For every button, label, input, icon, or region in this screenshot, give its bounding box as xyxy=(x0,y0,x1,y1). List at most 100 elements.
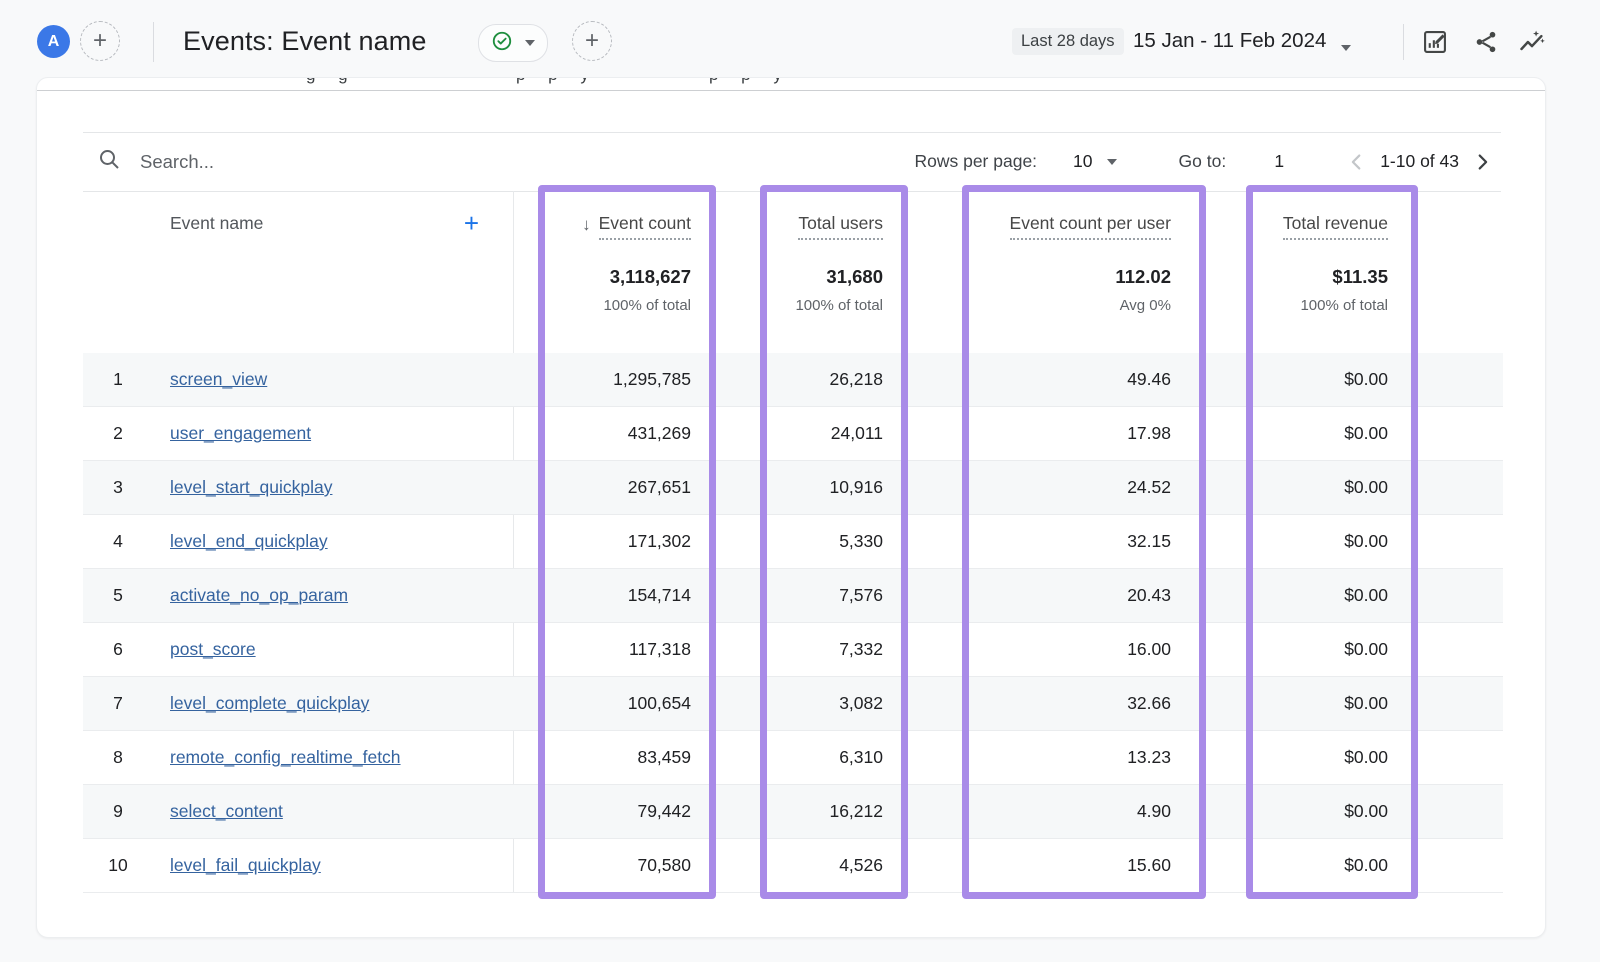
table-row: 7 level_complete_quickplay 100,654 3,082… xyxy=(83,677,1503,731)
header-divider xyxy=(1403,24,1404,60)
avatar[interactable]: A xyxy=(37,25,70,58)
app-header: A + Events: Event name + Last 28 days 15… xyxy=(0,0,1600,77)
next-page-button[interactable] xyxy=(1469,149,1495,175)
total-revenue-sub: 100% of total xyxy=(1300,296,1388,314)
event-name-link[interactable]: level_start_quickplay xyxy=(170,477,333,497)
row-number: 2 xyxy=(113,423,123,443)
count-per-user-total: 112.02 xyxy=(1115,265,1171,287)
table-row: 8 remote_config_realtime_fetch 83,459 6,… xyxy=(83,731,1503,785)
add-comparison-button[interactable]: + xyxy=(80,21,120,61)
chart-edit-icon xyxy=(1421,28,1449,56)
column-header-total-revenue[interactable]: Total revenue $11.35 100% of total xyxy=(1282,213,1388,314)
table-row: 10 level_fail_quickplay 70,580 4,526 15.… xyxy=(83,839,1503,893)
total-users-total: 31,680 xyxy=(826,265,883,287)
page-title: Events: Event name xyxy=(183,25,427,56)
column-header-event-count[interactable]: ↓ Event count 3,118,627 100% of total xyxy=(582,213,691,314)
table-search xyxy=(83,132,442,191)
share-button[interactable] xyxy=(1470,26,1502,58)
total-users-cell: 16,212 xyxy=(829,801,883,821)
revenue-cell: $0.00 xyxy=(1344,585,1388,605)
event-count-cell: 83,459 xyxy=(637,747,691,767)
event-count-cell: 79,442 xyxy=(637,801,691,821)
row-number-header xyxy=(83,191,153,328)
check-circle-icon xyxy=(491,30,513,57)
pagination-controls: Rows per page: 10 Go to: 1 1-10 of 43 xyxy=(914,132,1495,191)
date-range-text: 15 Jan - 11 Feb 2024 xyxy=(1133,29,1327,52)
report-status-dropdown[interactable] xyxy=(478,24,548,62)
total-users-sub: 100% of total xyxy=(795,296,883,314)
event-count-cell: 117,318 xyxy=(629,639,691,659)
table-body: 1 screen_view 1,295,785 26,218 49.46 $0.… xyxy=(83,353,1503,893)
filler-header xyxy=(83,328,153,354)
total-users-cell: 3,082 xyxy=(839,693,883,713)
insights-sparkline-icon xyxy=(1518,28,1546,56)
event-name-link[interactable]: activate_no_op_param xyxy=(170,585,349,605)
event-count-cell: 171,302 xyxy=(627,531,691,551)
total-users-cell: 24,011 xyxy=(830,423,883,443)
revenue-cell: $0.00 xyxy=(1344,639,1388,659)
revenue-cell: $0.00 xyxy=(1344,531,1388,551)
total-users-cell: 10,916 xyxy=(829,477,883,497)
insights-button[interactable] xyxy=(1516,26,1548,58)
goto-page-input[interactable]: 1 xyxy=(1274,151,1285,171)
column-header-count-per-user[interactable]: Event count per user 112.02 Avg 0% xyxy=(1009,213,1171,314)
search-icon xyxy=(97,147,121,176)
spacer-header xyxy=(1414,191,1503,328)
total-users-cell: 7,576 xyxy=(839,585,883,605)
total-users-cell: 5,330 xyxy=(839,531,883,551)
table-header-row: Event name + ↓ Event count 3,118,627 100… xyxy=(83,191,1503,353)
event-name-link[interactable]: select_content xyxy=(170,801,283,821)
event-name-link[interactable]: level_fail_quickplay xyxy=(170,855,321,875)
count-per-user-cell: 49.46 xyxy=(1127,369,1171,389)
row-number: 3 xyxy=(113,477,123,497)
count-per-user-cell: 24.52 xyxy=(1127,477,1171,497)
previous-page-button[interactable] xyxy=(1344,149,1370,175)
row-number: 5 xyxy=(113,585,123,605)
clipped-text-row: g gp p yp p y xyxy=(37,78,1545,89)
table-row: 2 user_engagement 431,269 24,011 17.98 $… xyxy=(83,407,1503,461)
table-row: 9 select_content 79,442 16,212 4.90 $0.0… xyxy=(83,785,1503,839)
row-number: 8 xyxy=(113,747,123,767)
total-users-cell: 4,526 xyxy=(839,855,883,875)
event-name-link[interactable]: remote_config_realtime_fetch xyxy=(170,747,401,767)
table-row: 5 activate_no_op_param 154,714 7,576 20.… xyxy=(83,569,1503,623)
column-separator xyxy=(513,191,514,893)
event-name-link[interactable]: post_score xyxy=(170,639,256,659)
revenue-cell: $0.00 xyxy=(1344,747,1388,767)
row-number: 4 xyxy=(113,531,123,551)
customize-report-button[interactable] xyxy=(1419,26,1451,58)
add-dimension-button[interactable]: + xyxy=(463,208,479,238)
goto-label: Go to: xyxy=(1178,151,1227,171)
table-row: 4 level_end_quickplay 171,302 5,330 32.1… xyxy=(83,515,1503,569)
table-row: 3 level_start_quickplay 267,651 10,916 2… xyxy=(83,461,1503,515)
event-name-link[interactable]: level_end_quickplay xyxy=(170,531,328,551)
total-users-cell: 6,310 xyxy=(839,747,883,767)
chevron-down-icon xyxy=(525,40,535,46)
count-per-user-cell: 13.23 xyxy=(1127,747,1171,767)
count-per-user-cell: 32.66 xyxy=(1127,693,1171,713)
event-count-cell: 70,580 xyxy=(637,855,691,875)
share-icon xyxy=(1473,29,1499,55)
event-name-link[interactable]: user_engagement xyxy=(170,423,312,443)
event-name-link[interactable]: level_complete_quickplay xyxy=(170,693,370,713)
row-number: 10 xyxy=(108,855,128,875)
rows-per-page-select[interactable]: 10 xyxy=(1073,151,1117,172)
date-range-dropdown[interactable] xyxy=(1341,38,1351,56)
event-name-link[interactable]: screen_view xyxy=(170,369,268,389)
add-metric-button[interactable]: + xyxy=(572,21,612,61)
row-number: 9 xyxy=(113,801,123,821)
revenue-cell: $0.00 xyxy=(1344,423,1388,443)
revenue-cell: $0.00 xyxy=(1344,855,1388,875)
sort-descending-icon: ↓ xyxy=(582,214,591,234)
search-input[interactable] xyxy=(138,149,442,174)
event-count-cell: 431,269 xyxy=(627,423,691,443)
chevron-down-icon xyxy=(1341,45,1351,51)
table-row: 6 post_score 117,318 7,332 16.00 $0.00 xyxy=(83,623,1503,677)
rows-per-page-label: Rows per page: xyxy=(914,151,1038,171)
row-number: 7 xyxy=(113,693,123,713)
column-header-total-users[interactable]: Total users 31,680 100% of total xyxy=(795,213,883,314)
date-range-badge: Last 28 days xyxy=(1012,28,1124,55)
event-count-cell: 154,714 xyxy=(627,585,691,605)
clipped-text-fragment: p p y xyxy=(516,78,598,85)
chevron-down-icon xyxy=(1106,158,1117,165)
